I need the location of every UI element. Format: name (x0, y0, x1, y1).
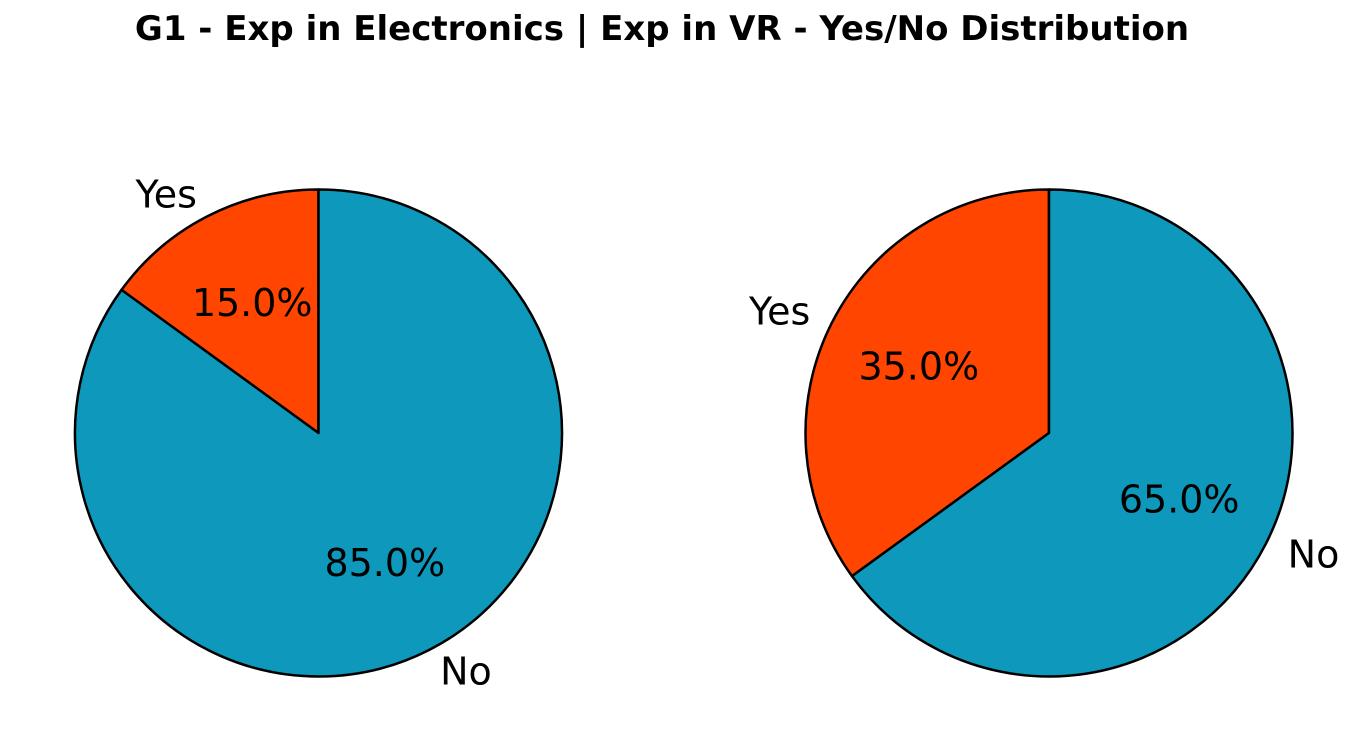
pie-slice-yes (804, 188, 1051, 578)
pie-chart-electronics: Yes 15.0% No 85.0% (73, 172, 564, 694)
figure-title: G1 - Exp in Electronics | Exp in VR - Ye… (135, 9, 1189, 49)
pct-label-no: 85.0% (324, 541, 445, 585)
pct-label-yes: 15.0% (192, 281, 313, 325)
pct-label-yes: 35.0% (858, 345, 979, 389)
pct-label-no: 65.0% (1119, 477, 1240, 521)
slice-label-yes: Yes (748, 289, 810, 333)
slice-label-no: No (440, 650, 492, 694)
slice-label-yes: Yes (135, 172, 197, 216)
pie-slice-no (850, 188, 1294, 678)
slice-label-no: No (1288, 533, 1340, 577)
pie-slice-no (73, 188, 564, 678)
pie-chart-vr: Yes 35.0% No 65.0% (748, 188, 1340, 678)
pie-slice-yes (120, 188, 320, 435)
